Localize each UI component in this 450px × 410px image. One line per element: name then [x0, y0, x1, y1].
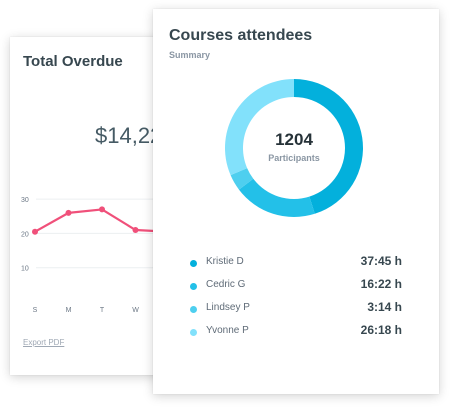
card-title: Courses attendees: [169, 27, 313, 44]
x-tick-label: M: [66, 307, 72, 314]
donut-segment[interactable]: [225, 79, 294, 176]
legend-item: Cedric G 16:22 h: [190, 276, 402, 299]
x-tick-label: W: [132, 307, 139, 314]
participants-label: Participants: [268, 153, 320, 163]
card-subtitle: Summary: [169, 50, 211, 60]
participants-total: 1204: [275, 130, 313, 149]
card-title: Total Overdue: [23, 53, 123, 70]
attendee-time: 16:22 h: [360, 277, 402, 291]
data-point[interactable]: [132, 227, 139, 233]
y-tick-label: 20: [21, 231, 29, 238]
export-pdf-link[interactable]: Export PDF: [23, 338, 65, 347]
legend-item: Yvonne P 26:18 h: [190, 322, 402, 345]
donut-segment[interactable]: [230, 168, 254, 190]
x-tick-label: T: [100, 307, 105, 314]
data-point[interactable]: [65, 209, 72, 216]
legend-dot-icon: [190, 260, 197, 267]
series-line: [34, 208, 170, 233]
legend-item: Kristie D 37:45 h: [190, 253, 402, 276]
y-tick-label: 10: [21, 266, 29, 273]
attendee-name: Lindsey P: [206, 302, 250, 313]
attendee-time: 3:14 h: [367, 300, 402, 314]
attendee-name: Kristie D: [206, 256, 244, 267]
legend-dot-icon: [190, 306, 197, 313]
courses-attendees-card: Courses attendees Summary 1204 Participa…: [153, 9, 439, 394]
attendee-name: Yvonne P: [206, 325, 249, 336]
legend-dot-icon: [190, 283, 197, 290]
data-point[interactable]: [32, 228, 38, 235]
donut-segment[interactable]: [238, 178, 315, 217]
participants-donut-chart: [225, 79, 363, 217]
legend-dot-icon: [190, 329, 197, 336]
attendee-name: Cedric G: [206, 279, 246, 290]
y-tick-label: 30: [21, 197, 29, 204]
legend-item: Lindsey P 3:14 h: [190, 299, 402, 322]
attendee-time: 37:45 h: [360, 254, 402, 268]
overdue-amount: $14,22: [95, 123, 163, 148]
data-point[interactable]: [99, 206, 105, 213]
x-tick-label: S: [33, 307, 38, 314]
attendees-legend: Kristie D 37:45 h Cedric G 16:22 h Lindsey P…: [190, 253, 402, 345]
donut-segment[interactable]: [294, 79, 363, 214]
attendee-time: 26:18 h: [360, 323, 402, 337]
